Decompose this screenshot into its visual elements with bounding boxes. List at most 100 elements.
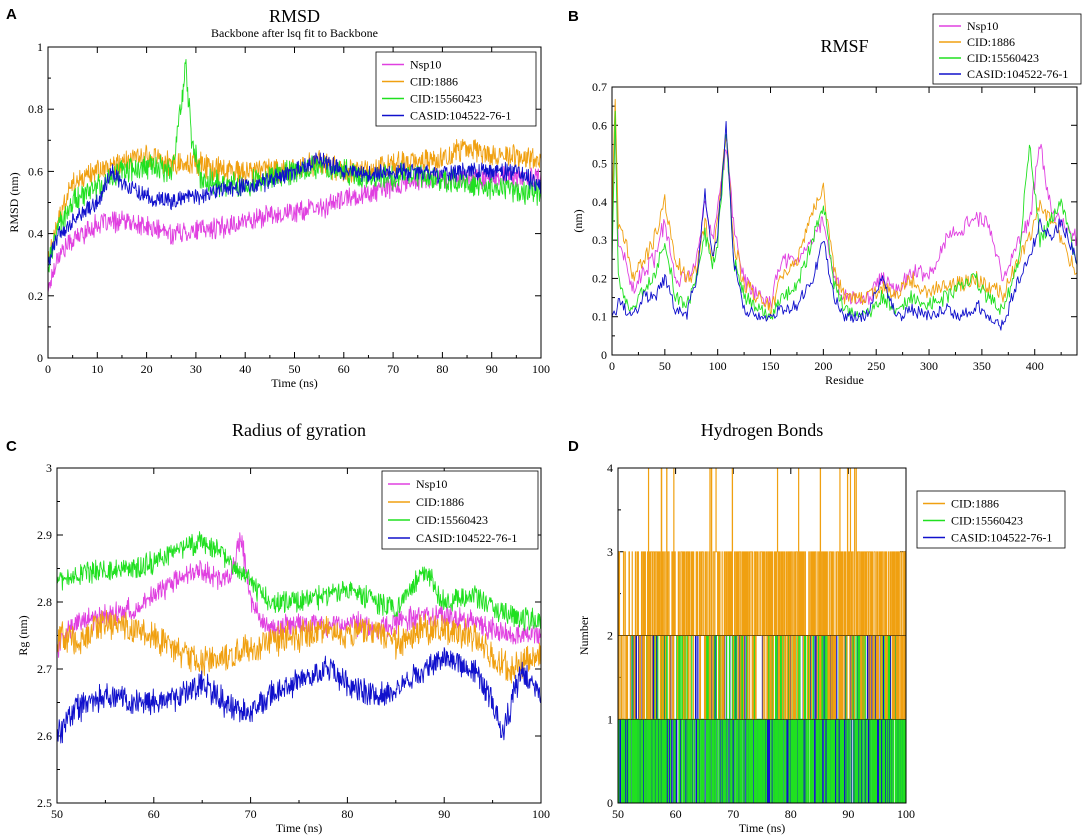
series-line-cid-15560423 — [57, 531, 541, 632]
x-tick-label: 70 — [387, 362, 399, 376]
series-line-nsp10 — [57, 532, 541, 658]
legend-box — [916, 490, 1066, 549]
y-tick-label: 3 — [607, 545, 613, 559]
plot-area — [48, 58, 541, 293]
series-line-casid-104522-76-1 — [48, 152, 541, 269]
x-tick-label: 90 — [842, 807, 854, 821]
legend-label-nsp10: Nsp10 — [410, 58, 441, 72]
chart-title: RMSF — [820, 36, 868, 56]
x-tick-label: 60 — [338, 362, 350, 376]
legend-label-casid-104522-76-1: CASID:104522-76-1 — [951, 531, 1052, 545]
legend-label-casid-104522-76-1: CASID:104522-76-1 — [967, 67, 1068, 81]
legend-label-cid-1886: CID:1886 — [951, 497, 999, 511]
x-tick-label: 250 — [867, 359, 885, 373]
plot-area — [612, 98, 1077, 331]
y-tick-label: 1 — [37, 40, 43, 54]
x-tick-label: 100 — [532, 362, 550, 376]
y-tick-label: 2.7 — [37, 662, 52, 676]
legend-label-cid-15560423: CID:15560423 — [967, 51, 1039, 65]
y-axis-label: (nm) — [571, 209, 585, 232]
legend-label-cid-1886: CID:1886 — [967, 35, 1015, 49]
legend-label-cid-15560423: CID:15560423 — [416, 513, 488, 527]
y-tick-label: 0.7 — [592, 80, 607, 94]
legend-label-cid-1886: CID:1886 — [410, 75, 458, 89]
legend-label-casid-104522-76-1: CASID:104522-76-1 — [416, 531, 517, 545]
legend-label-nsp10: Nsp10 — [967, 19, 998, 33]
y-tick-label: 0.2 — [592, 271, 607, 285]
y-tick-label: 0.8 — [28, 102, 43, 116]
y-tick-label: 0.1 — [592, 310, 607, 324]
x-tick-label: 70 — [245, 807, 257, 821]
series-line-cid-1886 — [612, 98, 1077, 317]
x-tick-label: 400 — [1026, 359, 1044, 373]
x-tick-label: 20 — [141, 362, 153, 376]
plot-area — [57, 531, 541, 744]
y-tick-label: 1 — [607, 712, 613, 726]
y-tick-label: 0.6 — [28, 164, 43, 178]
y-tick-label: 0 — [601, 348, 607, 362]
series-line-cid-1886 — [48, 138, 541, 269]
plot-frame-top — [611, 86, 1078, 356]
panel-letter-a: A — [6, 6, 17, 23]
series-line-casid-104522-76-1 — [612, 120, 1077, 331]
x-tick-label: 100 — [709, 359, 727, 373]
y-tick-label: 2 — [607, 629, 613, 643]
x-axis-label: Time (ns) — [276, 821, 323, 835]
series-line-nsp10 — [612, 125, 1077, 309]
chart-title: Hydrogen Bonds — [701, 420, 824, 440]
series-line-casid-104522-76-1 — [57, 647, 541, 744]
legend-label-nsp10: Nsp10 — [416, 477, 447, 491]
hydrogen-bonds-chart: Hydrogen Bonds 50 60 70 80 90 100 0 1 2 3 4 Time (ns… — [577, 420, 1066, 835]
series-line-cid-15560423 — [612, 110, 1077, 321]
x-tick-label: 50 — [612, 807, 624, 821]
y-tick-label: 4 — [607, 461, 613, 475]
panel-letter-c: C — [6, 438, 17, 455]
x-tick-label: 50 — [289, 362, 301, 376]
y-tick-label: 2.5 — [37, 796, 52, 810]
y-tick-label: 0.4 — [592, 195, 607, 209]
x-tick-label: 80 — [436, 362, 448, 376]
x-tick-label: 60 — [670, 807, 682, 821]
y-tick-label: 0.6 — [592, 118, 607, 132]
x-tick-label: 10 — [91, 362, 103, 376]
panel-letter-b: B — [568, 8, 579, 25]
plot-frame-top — [56, 467, 542, 804]
y-axis-label: RMSD (nm) — [7, 172, 21, 232]
x-tick-label: 100 — [532, 807, 550, 821]
plot-area — [618, 468, 906, 803]
plot-frame-top — [47, 46, 542, 359]
radius-of-gyration-chart: Radius of gyration 50 60 70 80 90 100 2.5 2.6 2.7… — [16, 420, 550, 835]
chart-title: Radius of gyration — [232, 420, 366, 440]
y-tick-label: 0.4 — [28, 227, 43, 241]
rmsf-chart: RMSF 0 50 100 150 200 250 300 350 400 0 0.1 0.2 0.3 0.… — [571, 13, 1082, 387]
y-tick-label: 3 — [46, 461, 52, 475]
x-tick-label: 40 — [239, 362, 251, 376]
series-line-cid-1886 — [57, 610, 541, 684]
x-tick-label: 50 — [51, 807, 63, 821]
x-tick-label: 30 — [190, 362, 202, 376]
y-tick-label: 0.2 — [28, 289, 43, 303]
chart-title: RMSD — [269, 6, 320, 26]
x-axis-label: Residue — [825, 373, 864, 387]
x-axis-label: Time (ns) — [739, 821, 786, 835]
y-tick-label: 0 — [607, 796, 613, 810]
x-tick-label: 80 — [341, 807, 353, 821]
legend-label-cid-15560423: CID:15560423 — [951, 514, 1023, 528]
panel-letter-d: D — [568, 438, 579, 455]
x-tick-label: 300 — [920, 359, 938, 373]
y-tick-label: 0.5 — [592, 157, 607, 171]
y-tick-label: 2.8 — [37, 595, 52, 609]
x-tick-label: 100 — [897, 807, 915, 821]
series-line-cid-1886 — [618, 468, 906, 720]
legend-label-cid-15560423: CID:15560423 — [410, 92, 482, 106]
y-tick-label: 0 — [37, 351, 43, 365]
x-tick-label: 90 — [438, 807, 450, 821]
x-tick-label: 350 — [973, 359, 991, 373]
x-tick-label: 0 — [45, 362, 51, 376]
y-tick-label: 2.6 — [37, 729, 52, 743]
x-tick-label: 0 — [609, 359, 615, 373]
y-axis-label: Rg (nm) — [16, 615, 30, 655]
x-tick-label: 60 — [148, 807, 160, 821]
x-tick-label: 90 — [486, 362, 498, 376]
